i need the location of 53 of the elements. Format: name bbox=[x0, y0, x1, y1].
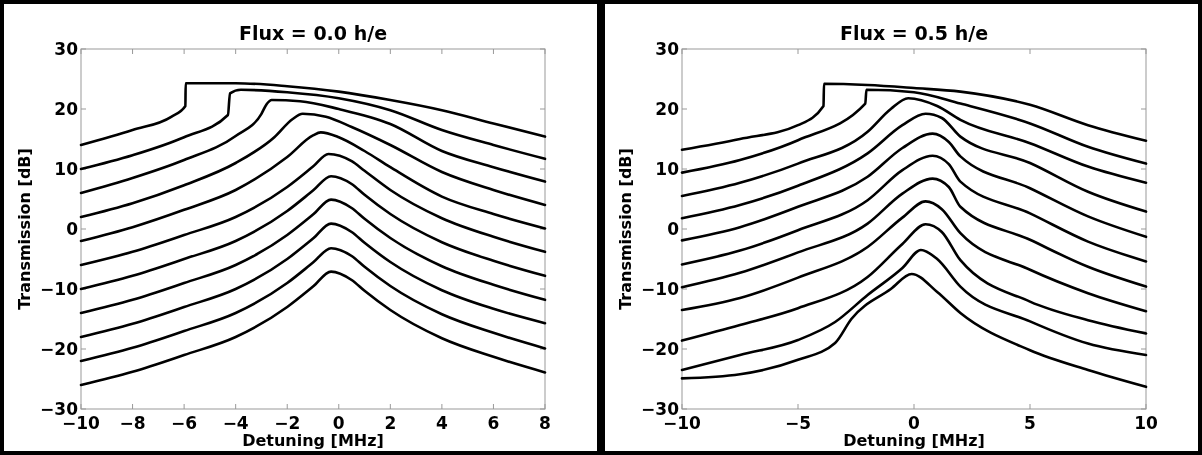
x-tick-label: −5 bbox=[784, 413, 812, 433]
x-tick-label: 0 bbox=[908, 413, 921, 433]
x-tick-label: 2 bbox=[384, 413, 397, 433]
line-series bbox=[680, 177, 1148, 289]
y-tick-label: −20 bbox=[40, 338, 79, 359]
x-axis-title: Detuning [MHz] bbox=[242, 431, 384, 450]
line-series bbox=[79, 88, 547, 171]
x-tick-label: 0 bbox=[332, 413, 345, 433]
line-series bbox=[79, 174, 547, 291]
line-series bbox=[79, 246, 547, 363]
y-tick-label: 0 bbox=[667, 218, 680, 239]
y-tick-label: 10 bbox=[54, 158, 79, 179]
y-tick-label: 20 bbox=[655, 98, 680, 119]
line-series bbox=[680, 154, 1148, 266]
line-series bbox=[680, 272, 1148, 389]
y-tick-label: −30 bbox=[40, 398, 79, 419]
line-series bbox=[680, 200, 1148, 313]
x-tick-label: 6 bbox=[487, 413, 500, 433]
y-tick-label: 30 bbox=[54, 38, 79, 59]
line-series bbox=[680, 248, 1148, 372]
line-series bbox=[680, 132, 1148, 242]
line-series bbox=[79, 270, 547, 387]
y-tick-label: −10 bbox=[40, 278, 79, 299]
line-series bbox=[680, 96, 1148, 198]
line-series bbox=[79, 152, 547, 267]
x-tick-label: 10 bbox=[1134, 413, 1158, 433]
line-series bbox=[79, 198, 547, 315]
x-tick-label: −6 bbox=[171, 413, 198, 433]
line-series bbox=[79, 112, 547, 219]
line-series bbox=[79, 98, 547, 195]
x-tick-label: −4 bbox=[222, 413, 249, 433]
x-tick-label: 4 bbox=[435, 413, 448, 433]
y-axis-title: Transmission [dB] bbox=[616, 148, 635, 310]
y-tick-label: 10 bbox=[655, 158, 680, 179]
line-series bbox=[79, 222, 547, 339]
chart-title: Flux = 0.0 h/e bbox=[238, 22, 388, 44]
y-tick-label: 0 bbox=[66, 218, 79, 239]
y-tick-label: −10 bbox=[641, 278, 680, 299]
y-axis-title: Transmission [dB] bbox=[15, 148, 34, 310]
y-tick-label: −30 bbox=[641, 398, 680, 419]
x-tick-label: −8 bbox=[119, 413, 146, 433]
x-tick-label: 5 bbox=[1024, 413, 1036, 433]
y-tick-label: −20 bbox=[641, 338, 680, 359]
x-tick-label: 8 bbox=[539, 413, 551, 433]
x-tick-label: −2 bbox=[274, 413, 301, 433]
chart-title: Flux = 0.5 h/e bbox=[839, 22, 989, 44]
line-series bbox=[79, 81, 547, 147]
line-series bbox=[79, 131, 547, 243]
y-tick-label: 20 bbox=[54, 98, 79, 119]
line-series bbox=[680, 112, 1148, 220]
x-axis-title: Detuning [MHz] bbox=[843, 431, 985, 450]
line-series bbox=[680, 222, 1148, 342]
y-tick-label: 30 bbox=[655, 38, 680, 59]
